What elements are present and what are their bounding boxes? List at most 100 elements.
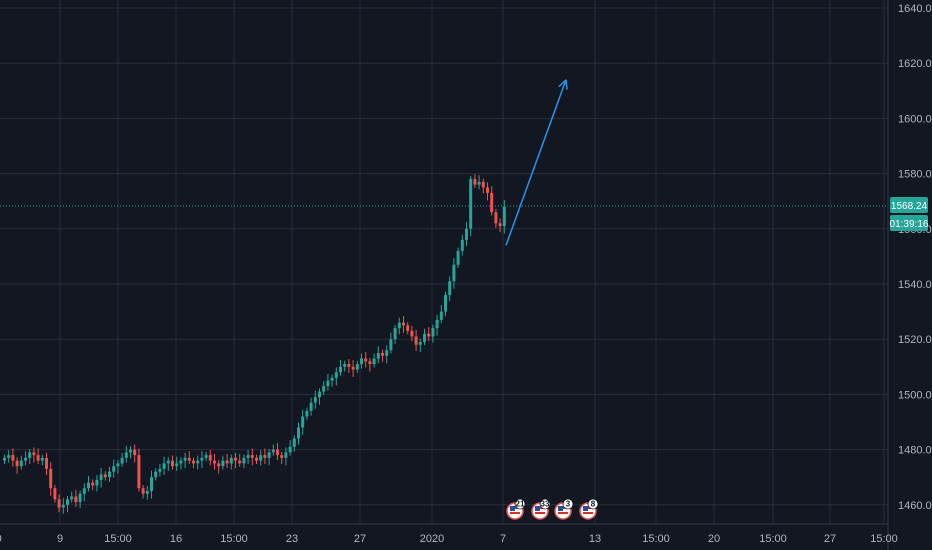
flag-canton [558,506,563,511]
time-tick-label: 7 [500,533,506,545]
candle-body [154,471,158,478]
candle-body [91,482,95,486]
candle-body [418,341,422,345]
candle-body [108,471,111,478]
economic-event-flags[interactable]: 21 33 3 8 [506,498,599,520]
candle-body [263,455,267,458]
candle-body [229,457,233,464]
event-flag[interactable]: 21 [506,498,526,520]
candle-body [477,181,481,185]
candle-body [431,328,435,337]
candle-body [133,449,137,456]
candle-body [444,295,447,312]
candle-body [376,353,380,359]
event-flag[interactable]: 8 [579,498,599,520]
arrow-shaft[interactable] [505,79,567,246]
candle-body [137,455,141,489]
candle-body [175,463,179,467]
time-tick-label: 13 [589,533,601,545]
candle-body [242,457,246,464]
current-price-tags: 1568.24 01:39:16 [890,197,929,231]
price-tick-label: 1580.00 [898,169,932,181]
candle-body [326,380,330,387]
flag-canton [510,506,515,511]
candle-body [423,333,426,342]
time-axis[interactable]: 15:00 9 15:00 16 15:00 23 27 2020 7 13 15:00 20 15:0… [0,533,898,545]
candle-body [99,474,103,480]
candle-body [15,460,19,467]
candle-body [360,358,363,365]
time-tick-label: 2020 [420,533,444,545]
arrow-head[interactable] [565,79,568,90]
candle-body [486,187,489,193]
candle-body [309,402,313,411]
candle-body [204,455,208,458]
flag-count-badge [562,498,574,510]
candle-body [494,212,498,224]
candle-body [129,449,132,453]
flag-stripe [583,512,593,514]
price-tick-label: 1520.00 [898,334,932,346]
candle-body [347,364,351,367]
candle-body [7,455,11,458]
candle-body [452,264,456,282]
candle-body [116,463,120,467]
candle-body [473,179,477,185]
candle-body [103,474,107,478]
flag-canton [583,506,588,511]
time-tick-label: 20 [708,533,720,545]
candle-body [238,460,242,464]
candle-body [502,206,506,227]
candle-body [70,496,74,500]
candle-body [74,496,78,503]
candle-body [120,457,124,464]
time-tick-label: 9 [57,533,63,545]
candle-body [339,366,342,373]
candle-body [381,353,384,356]
flag-count-label: 3 [566,500,571,509]
candle-body [141,488,145,494]
price-tick-label: 1480.00 [898,445,932,457]
candle-body [234,457,237,461]
candle-body [158,468,162,472]
candle-body [334,372,338,378]
candle-body [112,466,116,472]
arrow-head[interactable] [558,79,567,88]
candle-body [40,457,44,461]
candle-body [53,488,57,500]
candle-body [255,457,258,461]
current-price-label: 1568.24 [891,201,928,212]
candle-body [171,460,174,467]
candle-body [11,455,15,461]
candle-body [355,364,359,370]
candle-body [78,493,82,503]
candle-body [410,330,414,337]
candle-body [276,449,279,456]
time-tick-label: 15:00 [220,533,248,545]
candle-body [24,457,27,461]
projection-arrow[interactable] [505,79,568,246]
price-tick-label: 1620.00 [898,58,932,70]
candle-body [145,491,149,494]
price-axis[interactable]: 1460.001480.001500.001520.001540.001560.… [898,3,932,512]
candle-body [498,223,502,227]
event-flag[interactable]: 33 [531,498,551,520]
candle-body [305,410,309,417]
candle-series [3,174,506,514]
candle-body [200,457,204,461]
candle-body [208,455,212,461]
flag-count-badge [514,498,526,510]
candle-body [32,452,36,456]
candle-body [95,479,99,486]
candle-body [490,192,494,213]
flag-canton [535,506,540,511]
candle-body [297,427,300,439]
candle-body [427,333,431,337]
candle-body [313,397,317,403]
event-flag[interactable]: 3 [554,498,574,520]
time-tick-label: 15:00 [0,533,2,545]
countdown-tag-box [890,215,928,231]
candle-body [301,416,305,428]
